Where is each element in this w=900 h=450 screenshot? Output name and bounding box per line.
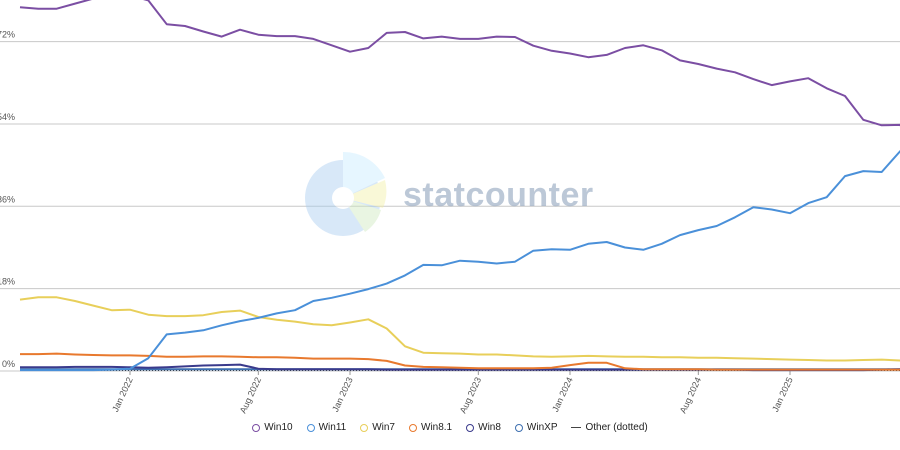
y-tick-label: 36% [0, 194, 15, 204]
x-axis-ticks: Jan 2022 Aug 2022 Jan 2023 Aug 2023 Jan 2024… [110, 371, 795, 415]
legend-item[interactable]: Other (dotted) [571, 422, 648, 433]
legend-item[interactable]: Win8.1 [409, 422, 452, 433]
series-line-win7 [19, 296, 900, 362]
legend-circle-icon [466, 423, 475, 432]
x-tick-label: Jan 2022 [110, 376, 135, 414]
legend-circle-icon [252, 423, 261, 432]
legend-label: Win8.1 [421, 422, 453, 433]
x-tick-label: Aug 2023 [458, 376, 483, 415]
legend-label: Win11 [318, 422, 347, 433]
legend-item[interactable]: Win8 [466, 422, 501, 433]
legend-item[interactable]: Win11 [306, 422, 347, 433]
legend-circle-icon [514, 423, 523, 432]
legend-circle-icon [306, 423, 315, 432]
legend-item[interactable]: Win10 [252, 422, 293, 433]
legend-circle-icon [409, 423, 417, 432]
y-tick-label: 0% [2, 359, 15, 369]
legend-label: Win10 [264, 422, 293, 433]
x-tick-label: Jan 2023 [330, 376, 355, 414]
x-tick-label: Jan 2025 [770, 376, 795, 414]
x-tick-label: Jan 2024 [550, 376, 575, 414]
legend-item[interactable]: WinXP [514, 422, 558, 433]
y-tick-label: 54% [0, 112, 15, 122]
x-tick-label: Aug 2022 [238, 376, 263, 415]
legend: Win10 Win11 Win7 Win8.1 Win8 WinXP Other (dott… [0, 422, 900, 433]
legend-circle-icon [360, 423, 369, 432]
series-line-win8-1 [20, 352, 900, 371]
legend-label: Other (dotted) [585, 422, 648, 433]
legend-label: Win8 [478, 422, 501, 433]
y-tick-label: 18% [0, 277, 15, 287]
series-line-win10 [19, 0, 900, 127]
grid-lines [0, 41, 900, 372]
y-tick-label: 72% [0, 30, 15, 40]
legend-label: WinXP [526, 422, 558, 433]
y-axis-ticks: 0% 18% 36% 54% 72% [0, 30, 15, 369]
series-lines [19, 0, 900, 372]
x-tick-label: Aug 2024 [678, 376, 703, 415]
legend-line-icon [571, 427, 582, 428]
legend-label: Win7 [372, 422, 395, 433]
series-line-win11 [20, 149, 900, 372]
legend-item[interactable]: Win7 [360, 422, 395, 433]
